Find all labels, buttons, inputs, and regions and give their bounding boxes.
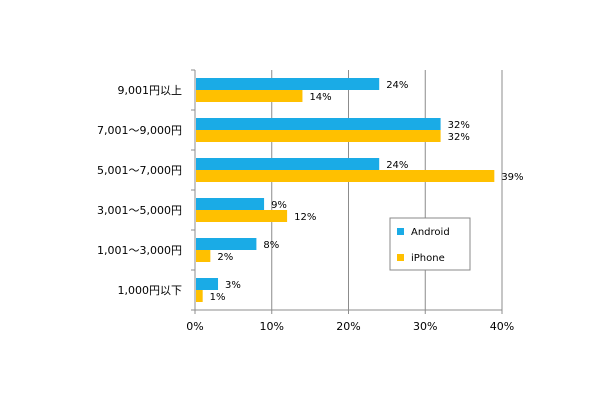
- bar-android: [196, 278, 219, 290]
- legend-swatch-iphone: [397, 254, 404, 261]
- data-label-android: 8%: [263, 240, 279, 251]
- legend-label-android: Android: [411, 227, 450, 238]
- bar-iphone: [196, 130, 441, 142]
- axes: [191, 69, 503, 314]
- legend-box: [389, 217, 471, 271]
- bar-android: [196, 238, 257, 250]
- data-label-iphone: 32%: [448, 132, 470, 143]
- x-tick-labels: 0% 10% 20% 30% 40%: [186, 320, 514, 333]
- data-label-android: 24%: [386, 80, 408, 91]
- data-label-android: 9%: [271, 200, 287, 211]
- x-tick-label: 10%: [260, 320, 284, 333]
- bar-iphone: [196, 210, 288, 222]
- category-labels: 9,001円以上 7,001～9,000円 5,001～7,000円 3,001～5,…: [97, 84, 182, 297]
- x-tick-label: 30%: [413, 320, 437, 333]
- bar-iphone: [196, 290, 203, 302]
- bar-iphone: [196, 250, 211, 262]
- category-label: 1,001～3,000円: [97, 244, 182, 257]
- data-label-iphone: 2%: [217, 252, 233, 263]
- x-tick-label: 20%: [336, 320, 360, 333]
- legend-label-iphone: iPhone: [411, 253, 445, 264]
- category-label: 9,001円以上: [118, 84, 183, 97]
- data-label-android: 3%: [225, 280, 241, 291]
- legend: Android iPhone: [389, 217, 471, 271]
- category-label: 5,001～7,000円: [97, 164, 182, 177]
- bars: [196, 78, 495, 302]
- x-tick-label: 40%: [490, 320, 514, 333]
- data-label-iphone: 12%: [294, 212, 316, 223]
- bar-android: [196, 118, 441, 130]
- gridlines: [271, 70, 503, 310]
- category-label: 3,001～5,000円: [97, 204, 182, 217]
- category-label: 7,001～9,000円: [97, 124, 182, 137]
- data-label-android: 32%: [448, 120, 470, 131]
- legend-swatch-android: [397, 228, 404, 235]
- data-label-android: 24%: [386, 160, 408, 171]
- bar-iphone: [196, 90, 303, 102]
- data-label-iphone: 14%: [309, 92, 331, 103]
- data-label-iphone: 1%: [210, 292, 226, 303]
- bar-iphone: [196, 170, 495, 182]
- bar-android: [196, 78, 380, 90]
- data-labels: 24% 14% 32%32% 24% 39% 9% 12% 8% 2% 3%1%: [210, 80, 524, 303]
- bar-android: [196, 158, 380, 170]
- data-label-iphone: 39%: [501, 172, 523, 183]
- bar-android: [196, 198, 265, 210]
- x-tick-label: 0%: [186, 320, 203, 333]
- category-label: 1,000円以下: [118, 284, 183, 297]
